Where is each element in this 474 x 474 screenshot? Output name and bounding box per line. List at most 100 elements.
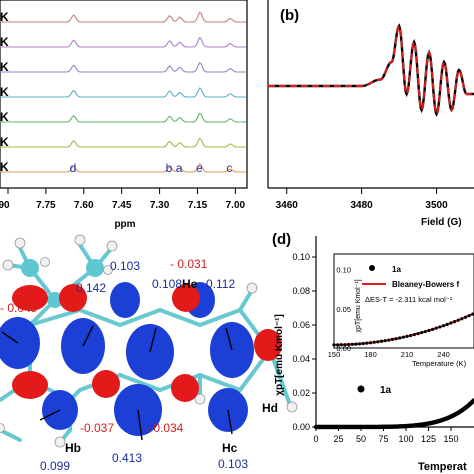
ppm-axis-label: ppm — [114, 219, 135, 230]
inset-data-point — [412, 332, 416, 337]
hydrogen-atoms — [0, 234, 298, 448]
inset-data-point — [409, 333, 413, 338]
inset-data-point — [398, 336, 402, 340]
inset-data-point — [365, 341, 369, 345]
peak-label: c — [226, 161, 232, 175]
spin-vector-arrows — [1, 325, 233, 441]
inset-data-point — [394, 337, 398, 341]
d-x-tick-label: 125 — [421, 434, 436, 444]
panel-c-spin-density: - 0.031 He - 0.049 0.103 0.142 0.108 0.112 -0.0… — [0, 234, 298, 473]
inset-data-point — [387, 338, 391, 342]
inset-data-point — [449, 321, 453, 325]
inset-data-point — [401, 335, 405, 339]
inset-data-point — [372, 340, 376, 344]
spin-value-label: - 0.034 — [146, 421, 184, 435]
inset-data-point — [467, 314, 471, 318]
inset-data-point — [376, 340, 380, 344]
row-label: K — [0, 135, 9, 149]
inset-data-point — [379, 339, 384, 343]
inset-data-point — [347, 342, 351, 347]
spin-value-label: 0.108 — [152, 277, 182, 291]
panel-d-y-ticks: 0.00 0.02 0.04 0.06 0.08 0.10 — [292, 252, 316, 432]
inset-x-label: Temperature (K) — [412, 359, 467, 368]
spin-value-label: He — [182, 277, 198, 291]
inset-x-tick-label: 150 — [328, 350, 341, 359]
inset-data-point — [431, 327, 435, 331]
inset-data-point — [332, 343, 336, 347]
spin-value-label: 0.103 — [110, 259, 140, 273]
spin-value-label: - 0.049 — [0, 301, 38, 315]
inset-data-point — [423, 329, 427, 334]
d-y-tick-label: 0.06 — [292, 320, 310, 330]
inset-x-tick-label: 180 — [364, 350, 377, 359]
d-y-tick-label: 0.08 — [292, 286, 310, 296]
inset-data-point — [416, 331, 420, 336]
inset-x-tick-label: 210 — [401, 350, 414, 359]
nmr-trace — [0, 87, 246, 98]
panel-b-label: (b) — [280, 7, 299, 24]
row-label: K — [0, 85, 9, 99]
ppm-tick-label: 7.45 — [112, 200, 132, 211]
ppm-tick-label: 90 — [0, 200, 10, 211]
spin-value-label: Hd — [262, 401, 278, 415]
methyl-carbon — [21, 259, 39, 277]
inset-chart: 1a Bleaney-Bowers f ΔES-T = -2.311 kcal … — [328, 253, 474, 368]
inset-data-point — [434, 326, 438, 330]
d-x-tick-label: 50 — [356, 434, 366, 444]
ppm-tick-label: 7.00 — [226, 200, 246, 211]
spin-value-label: 0.103 — [218, 457, 248, 471]
field-tick-label: 3460 — [276, 200, 299, 211]
peak-label: a — [176, 161, 183, 175]
d-x-tick-label: 0 — [313, 434, 318, 444]
inset-data-point — [456, 318, 460, 322]
spin-value-label: Hb — [65, 441, 81, 455]
panel-d-x-label: Temperat — [418, 461, 467, 473]
inset-legend-marker — [369, 265, 375, 271]
inset-legend-fit: Bleaney-Bowers f — [392, 280, 459, 289]
inset-annotation: ΔES-T = -2.311 kcal mol⁻¹ — [365, 295, 453, 304]
epr-experimental-trace — [268, 23, 474, 117]
inset-y-tick-label: 0.05 — [336, 305, 351, 314]
spin-value-label: 0.413 — [112, 451, 142, 465]
d-y-tick-label: 0.00 — [292, 422, 310, 432]
panel-d: (d) 0.00 0.02 0.04 0.06 0.08 0.10 0 25 50 75 100 1… — [272, 231, 474, 473]
inset-data-point — [368, 341, 373, 345]
row-label: K — [0, 160, 9, 174]
field-axis-ticks: 3460 3480 3500 — [276, 188, 448, 211]
inset-data-point — [357, 342, 362, 346]
panel-d-x-ticks: 0 25 50 75 100 125 150 — [313, 427, 459, 444]
inset-data-point — [460, 317, 464, 321]
d-y-tick-label: 0.02 — [292, 388, 310, 398]
nmr-trace — [0, 137, 246, 148]
d-y-tick-label: 0.04 — [292, 354, 310, 364]
d-x-tick-label: 100 — [398, 434, 413, 444]
ring-carbon — [47, 292, 63, 308]
field-tick-label: 3500 — [425, 200, 448, 211]
spin-density-lobes — [0, 282, 282, 436]
inset-data-point — [471, 312, 474, 316]
peak-label: e — [196, 161, 203, 175]
spin-value-label: 0.112 — [206, 277, 235, 291]
legend-series-label: 1a — [380, 385, 392, 396]
peak-label: b — [166, 161, 173, 175]
spin-value-label: 0.099 — [40, 459, 70, 473]
inset-y-label: χpT[emu Kmol⁻¹] — [355, 279, 362, 332]
inset-frame — [333, 253, 474, 349]
spin-value-label: - 0.031 — [170, 257, 208, 271]
ppm-tick-label: 7.60 — [74, 200, 94, 211]
panel-d-y-label: χpT[emu Kmol⁻¹] — [274, 314, 285, 396]
spin-value-label: 0.142 — [76, 281, 106, 295]
inset-data-point — [452, 320, 457, 324]
row-label: K — [0, 60, 9, 74]
inset-data-point — [405, 334, 409, 338]
inset-data-point — [336, 343, 340, 347]
peak-label: d — [70, 161, 77, 175]
spin-value-labels: - 0.031 He - 0.049 0.103 0.142 0.108 0.112 -0.0… — [0, 257, 278, 473]
ppm-tick-label: 7.15 — [188, 200, 208, 211]
inset-data-point — [361, 341, 365, 346]
row-label: K — [0, 35, 9, 49]
legend-marker — [357, 385, 365, 393]
